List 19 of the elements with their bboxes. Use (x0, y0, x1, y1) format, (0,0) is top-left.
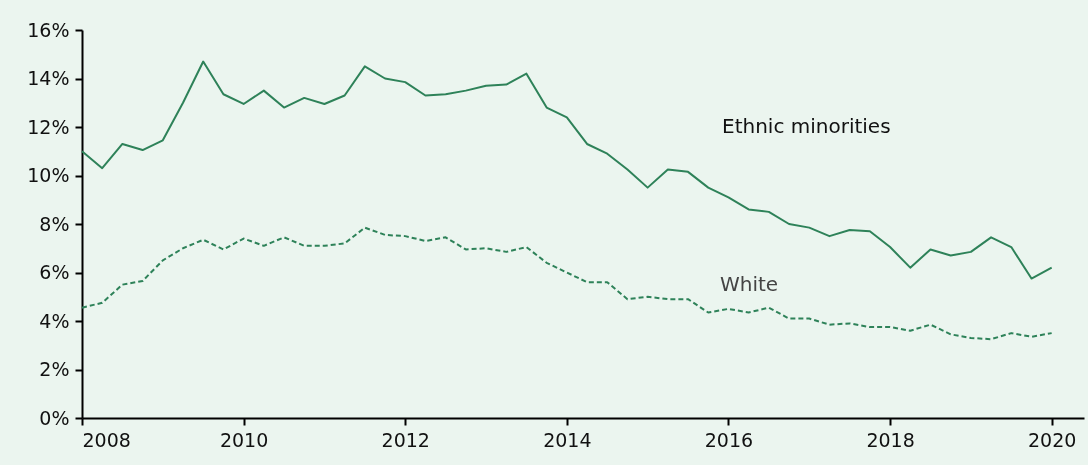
y-tick-label: 4% (39, 309, 70, 332)
y-tick-label: 14% (27, 67, 70, 89)
x-tick-label: 2016 (704, 428, 754, 451)
x-tick-label: 2020 (1028, 428, 1077, 451)
y-tick-label: 10% (27, 164, 70, 186)
x-tick-label: 2018 (866, 428, 915, 451)
series-label: White (720, 272, 779, 296)
text: Ethnic minorities (722, 114, 891, 138)
y-tick-label: 8% (39, 212, 70, 235)
x-tick-label: 2014 (543, 428, 592, 451)
y-tick-label: 0% (39, 406, 70, 429)
y-tick-label: 12% (27, 115, 70, 138)
y-tick-label: 2% (39, 358, 70, 380)
x-tick-label: 2008 (82, 428, 131, 451)
x-tick-label: 2010 (219, 428, 269, 451)
y-tick-label: 16% (27, 18, 70, 41)
line-series (81, 226, 1053, 341)
y-tick-label: 6% (39, 261, 70, 283)
x-tick-label: 2012 (381, 428, 430, 451)
